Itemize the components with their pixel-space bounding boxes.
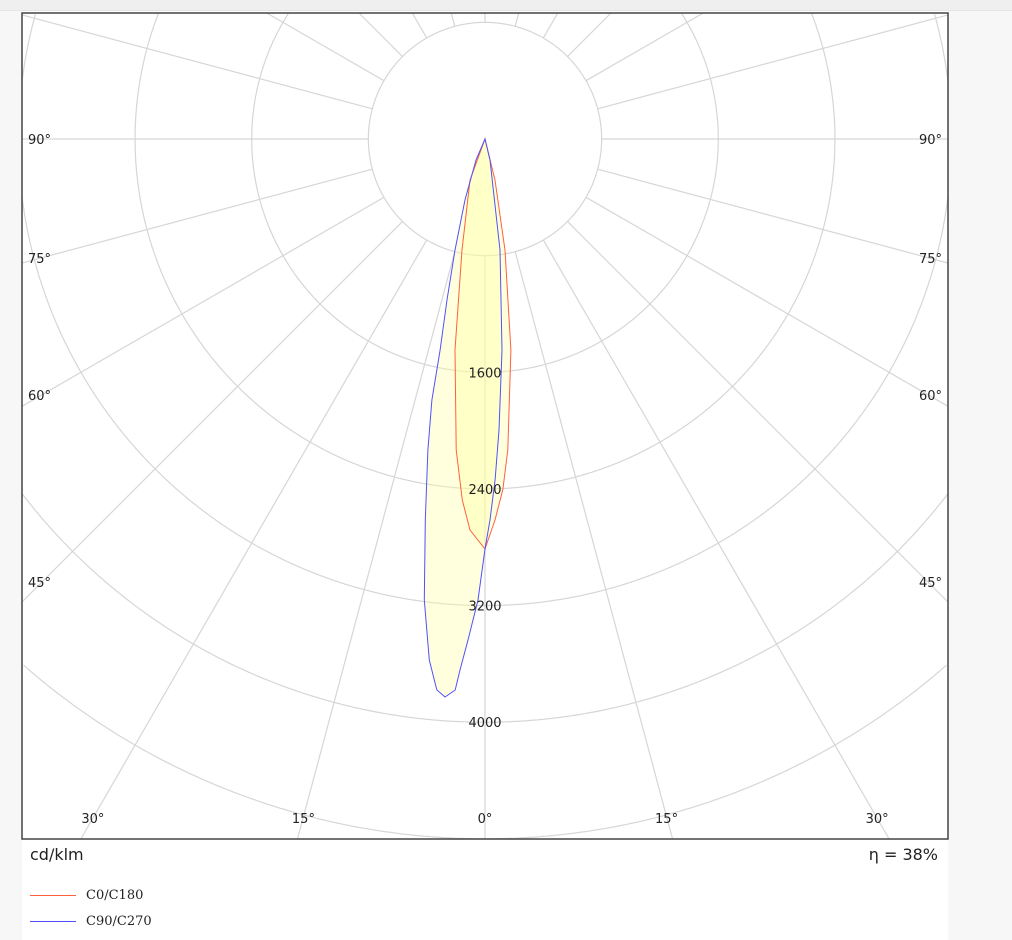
series-line-C90/C270	[423, 137, 503, 698]
radial-gridline	[21, 14, 949, 607]
radial-gridline	[21, 493, 949, 723]
legend-item-c0: C0/C180	[30, 882, 152, 908]
angle-gridline	[21, 196, 385, 407]
angle-gridline	[358, 12, 403, 57]
angle-gridline	[585, 196, 949, 407]
angle-label: 45°	[919, 576, 942, 591]
legend-label: C90/C270	[86, 913, 152, 929]
angle-gridline	[597, 14, 949, 110]
angle-gridline	[450, 12, 456, 27]
angle-gridline	[567, 12, 612, 57]
angle-label: 60°	[919, 389, 942, 404]
angle-label: 0°	[478, 812, 493, 827]
unit-label: cd/klm	[30, 845, 84, 864]
angle-label: 90°	[919, 133, 942, 148]
legend-swatch	[30, 920, 76, 922]
angle-gridline	[542, 239, 890, 840]
radial-tick-label: 1600	[468, 366, 501, 381]
angle-label: 90°	[28, 133, 51, 148]
radial-gridline	[134, 13, 836, 490]
radial-gridline	[367, 21, 603, 257]
angle-label: 60°	[28, 389, 51, 404]
efficiency-label: η = 38%	[868, 845, 938, 864]
top-bar	[0, 0, 1012, 11]
angle-gridline	[514, 251, 674, 840]
angle-gridline	[266, 12, 385, 82]
angle-gridline	[411, 12, 428, 39]
angle-gridline	[21, 14, 373, 110]
plot-frame	[21, 12, 949, 840]
legend-label: C0/C180	[86, 887, 144, 903]
radial-gridline	[251, 13, 719, 373]
series-fill-1	[424, 139, 502, 697]
radial-tick-label: 2400	[468, 483, 501, 498]
legend: C0/C180 C90/C270	[30, 882, 152, 934]
angle-gridline	[21, 168, 373, 264]
angle-gridline	[21, 221, 403, 603]
angle-label: 30°	[81, 812, 104, 827]
legend-swatch	[30, 894, 76, 896]
angle-label: 75°	[919, 252, 942, 267]
angle-gridline	[597, 168, 949, 264]
angle-gridline	[80, 239, 428, 840]
angle-gridline	[567, 221, 949, 603]
radial-gridline	[23, 664, 947, 840]
series-fill-0	[455, 139, 511, 549]
angle-gridline	[542, 12, 559, 39]
angle-gridline	[514, 12, 520, 27]
angle-gridline	[296, 251, 456, 840]
angle-label: 15°	[655, 812, 678, 827]
radial-tick-label: 3200	[468, 600, 501, 615]
angle-label: 75°	[28, 252, 51, 267]
angle-gridline	[585, 12, 704, 82]
angle-label: 30°	[866, 812, 889, 827]
legend-item-c90: C90/C270	[30, 908, 152, 934]
angle-label: 15°	[292, 812, 315, 827]
angle-label: 45°	[28, 576, 51, 591]
radial-tick-label: 4000	[468, 716, 501, 731]
